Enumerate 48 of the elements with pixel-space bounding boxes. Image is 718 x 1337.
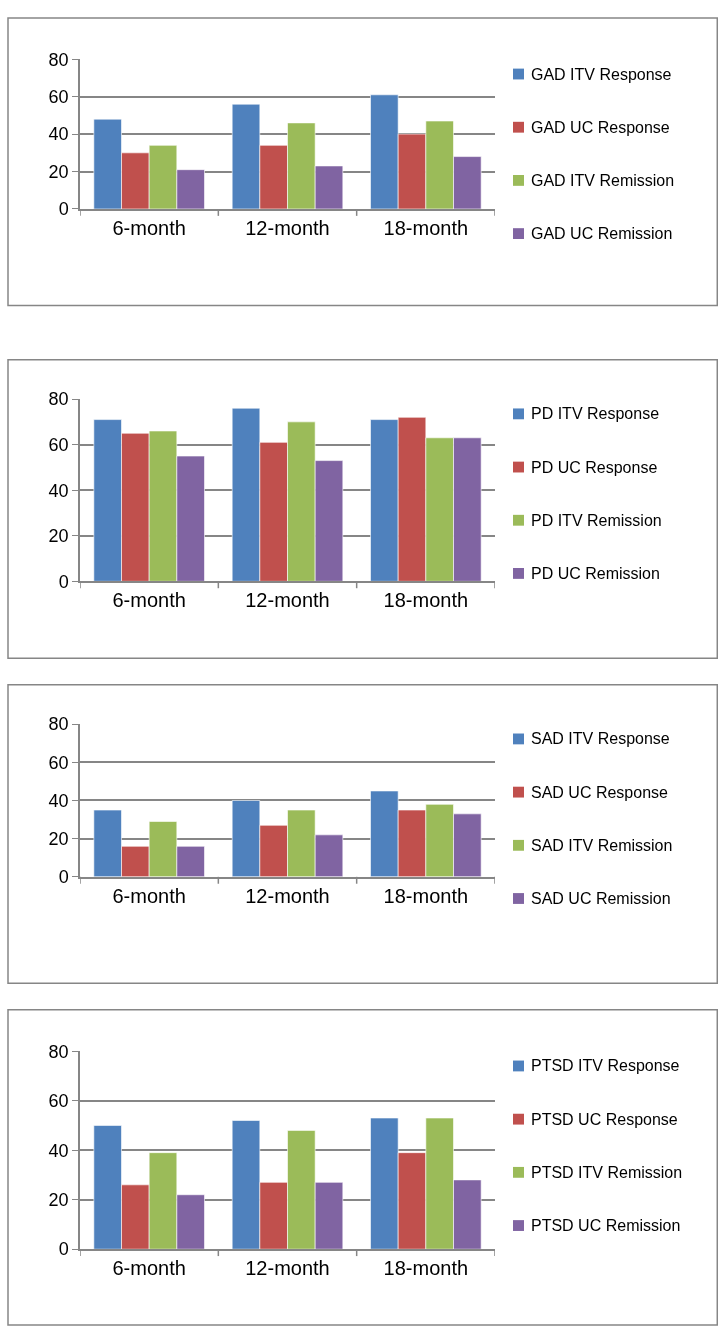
y-tick-label: 80 (48, 389, 69, 410)
legend-label: GAD ITV Remission (531, 172, 675, 189)
y-tick-label: 80 (48, 1041, 69, 1062)
legend-label: PTSD UC Response (531, 1111, 678, 1128)
y-tick-label: 0 (58, 571, 69, 592)
x-tick-label: 12-month (245, 1256, 330, 1279)
y-tick-label: 40 (48, 124, 69, 145)
x-tick-label: 6-month (112, 1256, 186, 1279)
y-tick-label: 20 (48, 161, 69, 182)
legend-label: PD UC Remission (531, 565, 660, 582)
x-tick-label: 18-month (383, 884, 469, 907)
legend-label: SAD ITV Remission (531, 837, 673, 854)
x-tick-label: 12-month (245, 589, 330, 612)
x-tick-label: 6-month (112, 884, 186, 907)
y-tick-label: 20 (48, 526, 69, 547)
y-tick-label: 20 (48, 828, 69, 849)
legend-label: GAD UC Remission (531, 225, 673, 242)
y-tick-label: 80 (48, 714, 69, 735)
x-tick-label: 18-month (383, 589, 469, 612)
y-tick-label: 40 (48, 1140, 69, 1161)
y-tick-label: 80 (48, 49, 69, 70)
y-tick-label: 20 (48, 1189, 69, 1210)
y-tick-label: 0 (58, 1239, 69, 1260)
legend-label: PD ITV Response (531, 405, 660, 422)
x-tick-label: 6-month (112, 589, 186, 612)
x-tick-label: 18-month (383, 1256, 469, 1279)
legend-label: GAD UC Response (531, 119, 670, 136)
y-tick-label: 60 (48, 434, 69, 455)
x-tick-label: 12-month (245, 884, 330, 907)
legend-label: GAD ITV Response (531, 66, 672, 83)
y-tick-label: 40 (48, 480, 69, 501)
y-tick-label: 40 (48, 790, 69, 811)
legend-label: PD ITV Remission (531, 512, 662, 529)
x-tick-label: 18-month (383, 216, 469, 239)
legend-label: PTSD UC Remission (531, 1217, 681, 1234)
x-tick-label: 6-month (112, 216, 186, 239)
legend-label: SAD ITV Response (531, 730, 670, 747)
y-tick-label: 60 (48, 752, 69, 773)
x-tick-label: 12-month (245, 216, 330, 239)
y-tick-label: 0 (58, 867, 69, 888)
legend-label: PTSD ITV Response (531, 1057, 680, 1074)
legend-label: SAD UC Remission (531, 890, 671, 907)
y-tick-label: 0 (58, 199, 69, 220)
legend-label: PD UC Response (531, 459, 658, 476)
y-tick-label: 60 (48, 86, 69, 107)
legend-label: SAD UC Response (531, 784, 669, 801)
y-tick-label: 60 (48, 1090, 69, 1111)
legend-label: PTSD ITV Remission (531, 1164, 683, 1181)
